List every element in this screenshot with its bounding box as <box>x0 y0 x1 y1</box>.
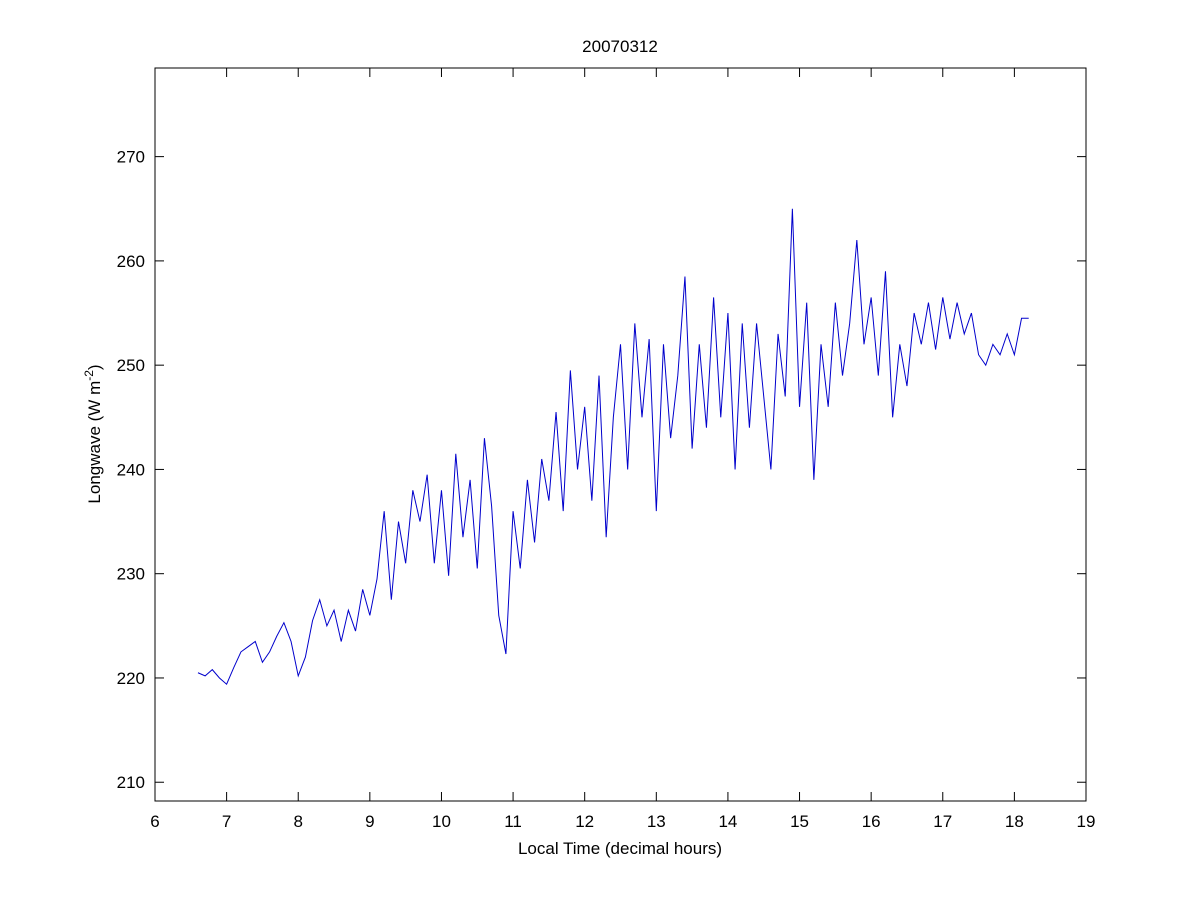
x-tick-label: 14 <box>718 812 737 831</box>
x-tick-label: 16 <box>862 812 881 831</box>
y-tick-label: 240 <box>117 460 145 479</box>
x-tick-label: 8 <box>293 812 302 831</box>
x-axis-label: Local Time (decimal hours) <box>518 839 722 858</box>
y-tick-label: 230 <box>117 565 145 584</box>
y-tick-label: 210 <box>117 773 145 792</box>
data-line <box>197 208 1029 686</box>
x-tick-label: 15 <box>790 812 809 831</box>
y-label-main: Longwave (W m <box>85 381 104 504</box>
x-tick-label: 13 <box>647 812 666 831</box>
x-tick-label: 10 <box>432 812 451 831</box>
y-label-end: ) <box>85 364 104 370</box>
y-label-exponent: -2 <box>82 370 96 381</box>
plot-frame <box>154 67 1087 802</box>
y-axis-label: Longwave (W m-2) <box>82 364 104 503</box>
x-tick-label: 18 <box>1005 812 1024 831</box>
chart-title: 20070312 <box>582 37 658 56</box>
y-tick-label: 270 <box>117 148 145 167</box>
y-tick-label: 220 <box>117 669 145 688</box>
y-tick-label: 260 <box>117 252 145 271</box>
x-tick-label: 17 <box>933 812 952 831</box>
x-tick-label: 12 <box>575 812 594 831</box>
x-tick-label: 9 <box>365 812 374 831</box>
x-tick-label: 11 <box>504 812 522 831</box>
x-tick-label: 6 <box>150 812 159 831</box>
y-tick-label: 250 <box>117 356 145 375</box>
x-tick-label: 7 <box>222 812 231 831</box>
x-tick-label: 19 <box>1077 812 1096 831</box>
